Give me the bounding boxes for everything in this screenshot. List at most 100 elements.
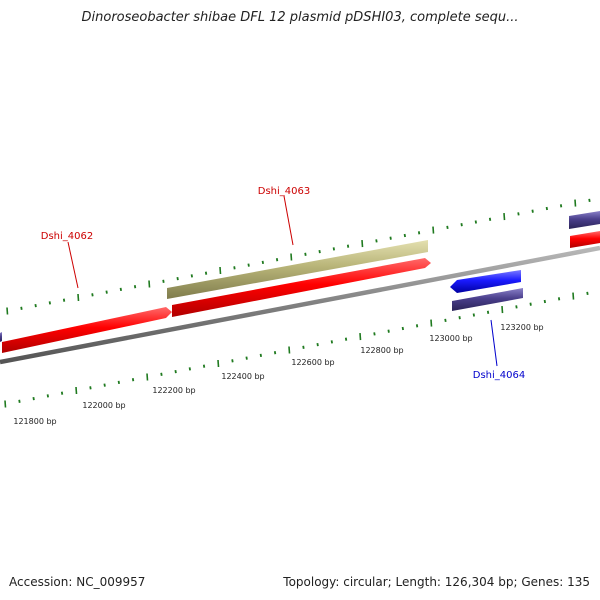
outer-major-tick [6,307,9,315]
outer-minor-tick [517,212,520,216]
outer-major-tick [432,226,435,234]
inner-minor-tick [415,324,419,328]
outer-minor-tick [318,249,321,254]
inner-major-tick [572,292,575,300]
outer-minor-tick [417,231,421,235]
outer-minor-tick [119,287,122,292]
inner-minor-tick [529,302,532,306]
outer-major-tick [290,253,293,261]
accession-text: Accession: NC_009957 [9,575,146,589]
inner-minor-tick [231,359,234,363]
outer-major-tick [361,240,364,248]
inner-minor-tick [103,383,106,387]
inner-minor-tick [273,351,277,355]
inner-minor-tick [60,391,64,395]
outer-minor-tick [332,247,335,251]
outer-minor-tick [133,285,137,289]
outer-major-tick [219,266,222,275]
outer-minor-tick [190,274,193,278]
outer-minor-tick [588,198,591,203]
leader-dshi-4062 [67,241,79,289]
cds-arrow-forward-1 [2,307,172,353]
outer-minor-tick [545,206,548,211]
inner-minor-tick [46,394,49,398]
outer-minor-tick [460,223,463,227]
bp-tick-labels: 121800 bp 122000 bp 122200 bp 122400 bp 1226… [13,323,543,426]
outer-tick-track [6,198,591,315]
outer-minor-tick [488,217,492,221]
gene-bar-forward-edge [569,211,600,229]
inner-minor-tick [444,318,447,323]
inner-minor-tick [89,386,92,390]
outer-major-tick [77,293,80,302]
outer-minor-tick [34,303,37,308]
outer-minor-tick [105,290,108,294]
inner-major-tick [4,400,7,408]
outer-major-tick [574,199,577,207]
inner-minor-tick [160,372,163,376]
inner-minor-tick [202,364,206,368]
bp-tick-label: 122800 bp [360,346,403,355]
inner-minor-tick [401,326,404,331]
outer-minor-tick [304,252,307,256]
inner-minor-tick [117,380,120,385]
outer-minor-tick [247,263,250,267]
inner-tick-track [4,291,589,408]
inner-minor-tick [330,340,333,344]
bp-tick-label: 123000 bp [429,334,472,343]
backbone [0,245,600,365]
outer-minor-tick [446,225,449,230]
inner-major-tick [75,386,78,395]
cds-arrow-forward-3 [570,231,600,248]
outer-major-tick [503,213,506,221]
cds-arrow-forward-2 [172,258,431,317]
bp-tick-label: 121800 bp [13,417,56,426]
bp-tick-label: 122600 bp [291,358,334,367]
inner-minor-tick [458,316,461,320]
inner-minor-tick [373,332,376,336]
leader-dshi-4063 [283,195,294,246]
bp-tick-label: 122400 bp [221,372,264,381]
outer-minor-tick [531,209,534,213]
inner-major-tick [146,373,149,381]
inner-minor-tick [32,396,35,401]
inner-major-tick [501,306,504,314]
inner-minor-tick [131,378,135,382]
gene-bar-dshi-4063 [167,240,428,299]
outer-minor-tick [62,298,66,302]
outer-minor-tick [48,301,51,305]
inner-minor-tick [174,369,177,374]
outer-minor-tick [559,204,563,208]
inner-minor-tick [515,305,518,309]
outer-minor-tick [346,244,350,248]
inner-minor-tick [472,313,475,317]
outer-minor-tick [375,239,378,243]
outer-minor-tick [91,293,94,297]
gene-label-dshi-4062: Dshi_4062 [41,231,93,242]
outer-minor-tick [204,271,208,275]
inner-minor-tick [316,342,319,347]
outer-minor-tick [275,258,279,262]
inner-minor-tick [543,299,546,304]
inner-minor-tick [486,310,490,314]
topology-text: Topology: circular; Length: 126,304 bp; … [283,575,590,589]
inner-minor-tick [188,367,191,371]
inner-minor-tick [18,399,21,403]
bp-tick-label: 122000 bp [82,401,125,410]
outer-minor-tick [162,279,165,283]
inner-major-tick [430,319,433,327]
bp-tick-label: 123200 bp [500,323,543,332]
outer-minor-tick [261,260,264,265]
gene-bar-left-edge [0,332,2,342]
inner-minor-tick [245,356,248,360]
gene-label-dshi-4064: Dshi_4064 [473,370,525,381]
inner-minor-tick [259,353,262,358]
cds-arrow-reverse-dshi-4064 [450,270,521,293]
inner-major-tick [217,359,220,368]
outer-minor-tick [176,276,179,281]
inner-minor-tick [344,337,348,341]
outer-minor-tick [474,220,477,224]
outer-minor-tick [20,306,23,310]
bp-tick-label: 122200 bp [152,386,195,395]
